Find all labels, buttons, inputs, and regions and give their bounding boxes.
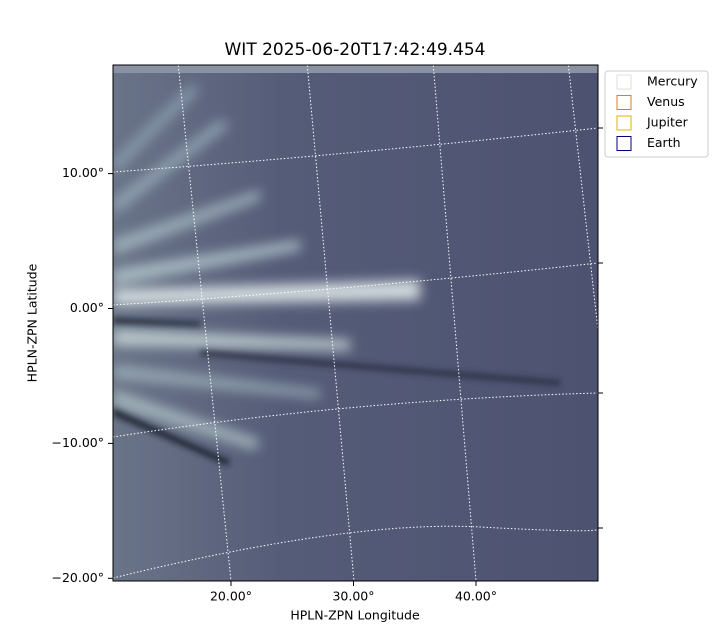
axes-frame	[112, 64, 599, 582]
image	[113, 65, 598, 581]
y-axis-label: HPLN-ZPN Latitude	[25, 263, 40, 382]
right-ticks	[598, 127, 603, 529]
legend-label: Venus	[647, 94, 685, 109]
legend-frame	[604, 70, 709, 158]
legend-swatch	[616, 95, 632, 110]
legend-label: Mercury	[647, 74, 698, 89]
y-tick-label: 0.00°	[70, 300, 104, 315]
y-tick-label: −10.00°	[51, 435, 104, 450]
grid	[112, 61, 600, 582]
y-tick-label: 10.00°	[62, 165, 104, 180]
legend-swatch	[616, 74, 632, 90]
legend-swatch	[616, 136, 632, 151]
y-tick-label: −20.00°	[51, 570, 104, 585]
x-tick-label: 30.00°	[332, 589, 374, 604]
legend-label: Jupiter	[646, 115, 689, 130]
x-axis-label: HPLN-ZPN Longitude	[290, 608, 420, 623]
legend-label: Earth	[647, 135, 681, 150]
x-tick-label: 20.00°	[210, 589, 252, 604]
legend-swatch	[616, 115, 632, 131]
x-tick-label: 40.00°	[455, 589, 497, 604]
chart-title: WIT 2025-06-20T17:42:49.454	[225, 40, 486, 60]
